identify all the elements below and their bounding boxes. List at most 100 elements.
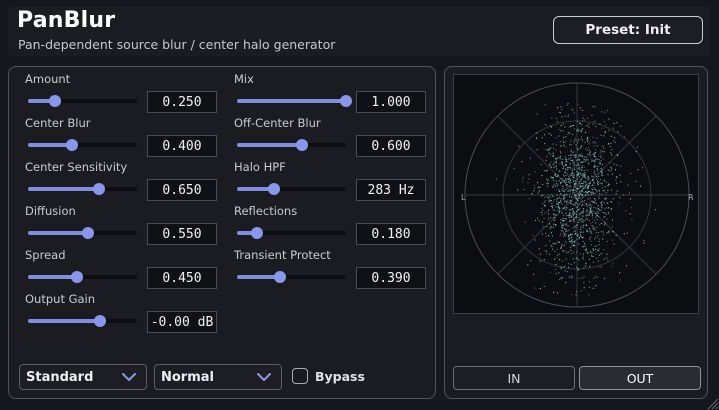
- quality-dropdown-value: Normal: [161, 369, 214, 385]
- halo-hpf-slider[interactable]: [237, 183, 346, 195]
- scope-point: [626, 265, 628, 267]
- scope-point: [576, 214, 578, 216]
- scope-point: [582, 212, 584, 214]
- scope-point: [587, 214, 589, 216]
- scope-point: [599, 164, 601, 166]
- slider-handle[interactable]: [65, 139, 78, 151]
- scope-point: [586, 209, 588, 211]
- scope-point: [593, 277, 595, 279]
- scope-point: [576, 224, 578, 226]
- scope-point: [589, 265, 591, 267]
- slider-handle[interactable]: [49, 95, 62, 107]
- scope-point: [566, 158, 568, 160]
- scope-point: [578, 236, 580, 238]
- slider-handle[interactable]: [296, 139, 309, 151]
- preset-button[interactable]: Preset: Init: [553, 16, 703, 44]
- scope-point: [580, 161, 582, 163]
- scope-point: [544, 205, 546, 207]
- scope-point: [576, 170, 578, 172]
- slider-handle[interactable]: [268, 183, 281, 195]
- slider-handle[interactable]: [340, 95, 352, 107]
- scope-point: [579, 181, 581, 183]
- scope-point: [555, 159, 557, 161]
- scope-point: [578, 172, 580, 174]
- slider-handle[interactable]: [93, 315, 106, 327]
- mode-dropdown[interactable]: Standard: [19, 364, 147, 390]
- scope-point: [562, 123, 564, 125]
- scope-point: [574, 230, 576, 232]
- scope-point: [588, 219, 590, 221]
- off-center-blur-slider[interactable]: [237, 139, 346, 151]
- output-gain-value-field[interactable]: -0.00 dB: [147, 311, 217, 333]
- reflections-value-field[interactable]: 0.180: [356, 223, 426, 245]
- scope-point: [548, 235, 550, 237]
- scope-point: [573, 151, 575, 153]
- halo-hpf-value-field[interactable]: 283 Hz: [356, 179, 426, 201]
- scope-point: [566, 194, 568, 196]
- scope-point: [574, 194, 576, 196]
- center-sensitivity-slider[interactable]: [28, 183, 137, 195]
- spread-slider[interactable]: [28, 271, 137, 283]
- diffusion-value-field[interactable]: 0.550: [147, 223, 217, 245]
- slider-handle[interactable]: [81, 227, 94, 239]
- bypass-toggle[interactable]: Bypass: [292, 368, 365, 384]
- center-blur-slider[interactable]: [28, 139, 137, 151]
- scope-point: [590, 240, 592, 242]
- param-amount: Amount 0.250: [25, 72, 235, 116]
- scope-point: [598, 175, 600, 177]
- scope-point: [573, 161, 575, 163]
- scope-point: [596, 176, 598, 178]
- scope-point: [546, 170, 548, 172]
- scope-point: [534, 171, 536, 173]
- scope-point: [557, 107, 559, 109]
- scope-point: [574, 185, 576, 187]
- scope-point: [596, 257, 598, 259]
- scope-point: [573, 218, 575, 220]
- slider-handle[interactable]: [92, 183, 105, 195]
- scope-point: [591, 214, 593, 216]
- spread-value-field[interactable]: 0.450: [147, 267, 217, 289]
- slider-handle[interactable]: [273, 271, 286, 283]
- off-center-blur-value-field[interactable]: 0.600: [356, 135, 426, 157]
- mix-value-field[interactable]: 1.000: [356, 91, 426, 113]
- scope-point: [619, 197, 621, 199]
- amount-slider[interactable]: [28, 95, 137, 107]
- center-blur-value-field[interactable]: 0.400: [147, 135, 217, 157]
- output-gain-slider[interactable]: [28, 315, 137, 327]
- scope-point: [613, 140, 615, 142]
- scope-point: [572, 190, 574, 192]
- param-output-gain: Output Gain -0.00 dB: [25, 292, 235, 336]
- amount-value-field[interactable]: 0.250: [147, 91, 217, 113]
- scope-point: [531, 193, 533, 195]
- scope-point: [560, 198, 562, 200]
- resize-grip-icon[interactable]: [705, 396, 719, 410]
- diffusion-slider[interactable]: [28, 227, 137, 239]
- scope-point: [578, 268, 580, 270]
- transient-protect-value-field[interactable]: 0.390: [356, 267, 426, 289]
- scope-point: [563, 165, 565, 167]
- out-button[interactable]: OUT: [579, 366, 701, 390]
- scope-point: [563, 197, 565, 199]
- scope-point: [581, 211, 583, 213]
- scope-point: [582, 236, 584, 238]
- scope-point: [558, 111, 560, 113]
- slider-handle[interactable]: [71, 271, 84, 283]
- slider-handle[interactable]: [250, 227, 263, 239]
- bypass-checkbox[interactable]: [292, 368, 308, 384]
- reflections-slider[interactable]: [237, 227, 346, 239]
- scope-point: [581, 218, 583, 220]
- transient-protect-slider[interactable]: [237, 271, 346, 283]
- scope-point: [590, 200, 592, 202]
- mix-slider[interactable]: [237, 95, 352, 107]
- scope-point: [555, 243, 557, 245]
- in-button[interactable]: IN: [453, 366, 575, 390]
- scope-point: [555, 263, 557, 265]
- scope-point: [541, 233, 543, 235]
- scope-point: [582, 231, 584, 233]
- center-sensitivity-value-field[interactable]: 0.650: [147, 179, 217, 201]
- scope-point: [556, 248, 558, 250]
- scope-point: [576, 266, 578, 268]
- scope-point: [614, 141, 616, 143]
- scope-point: [534, 287, 536, 289]
- quality-dropdown[interactable]: Normal: [154, 364, 282, 390]
